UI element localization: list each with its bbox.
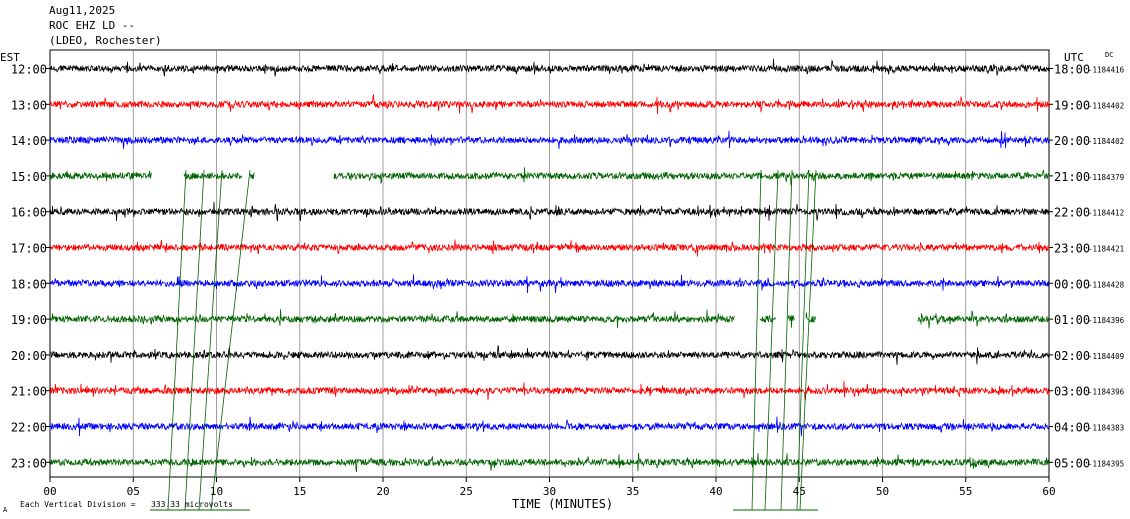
est-label: EST (0, 51, 20, 64)
utc-hour-label: 23:00 (1054, 242, 1090, 256)
est-hour-label: 16:00 (11, 206, 47, 220)
utc-hour-label: 18:00 (1054, 63, 1090, 77)
trace-1300 (49, 94, 1050, 115)
dc-offset-label: -1184428 (1088, 280, 1125, 289)
x-tick-label: 05 (127, 485, 140, 498)
x-tick-label: 50 (876, 485, 889, 498)
dc-offset-label: -1184416 (1088, 66, 1125, 75)
pen-track-line (780, 169, 793, 511)
est-hour-label: 19:00 (11, 313, 47, 327)
utc-hour-label: 22:00 (1054, 206, 1090, 220)
est-hour-label: 22:00 (11, 421, 47, 435)
pen-track-line (751, 169, 762, 511)
x-tick-label: 25 (460, 485, 473, 498)
x-tick-label: 45 (793, 485, 806, 498)
est-hour-label: 17:00 (11, 242, 47, 256)
x-tick-label: 20 (376, 485, 389, 498)
utc-hour-label: 21:00 (1054, 170, 1090, 184)
pen-track-line (764, 169, 779, 511)
trace-1500 (49, 167, 1050, 186)
x-tick-label: 00 (43, 485, 56, 498)
station-code: ROC EHZ LD -- (49, 19, 136, 32)
est-hour-label: 21:00 (11, 385, 47, 399)
plot-date: Aug11,2025 (49, 4, 116, 17)
trace-1800 (49, 274, 1050, 294)
footer-mark: A (3, 506, 8, 514)
dc-offset-label: -1184409 (1088, 352, 1124, 361)
footer-scale-label: Each Vertical Division = (20, 500, 136, 509)
dc-offset-label: -1184395 (1088, 459, 1124, 468)
pen-tracks (167, 169, 817, 511)
utc-label: UTC (1064, 51, 1084, 64)
pen-track-line (796, 169, 810, 511)
dc-offset-label: -1184379 (1088, 173, 1124, 182)
est-hour-label: 12:00 (11, 63, 47, 77)
dc-offset-label: -1184396 (1088, 388, 1125, 397)
pen-track-line (210, 169, 251, 511)
dc-offset-label: -1184383 (1088, 424, 1124, 433)
utc-hour-label: 01:00 (1054, 313, 1090, 327)
utc-hour-label: 02:00 (1054, 349, 1090, 363)
est-hour-label: 15:00 (11, 170, 47, 184)
dc-offset-label: -1184421 (1088, 245, 1124, 254)
dc-offset-label: -1184396 (1088, 316, 1125, 325)
trace-1900 (49, 309, 1050, 329)
trace-1400 (49, 130, 1050, 149)
utc-hour-label: 20:00 (1054, 134, 1090, 148)
x-tick-labels: 00 05 10 15 20 25 30 35 40 45 50 55 60 (43, 485, 1055, 498)
trace-1600 (49, 201, 1050, 222)
est-hour-label: 14:00 (11, 134, 47, 148)
est-hour-label: 18:00 (11, 277, 47, 291)
x-tick-label: 10 (210, 485, 223, 498)
dc-offset-label: -1184412 (1088, 209, 1124, 218)
trace-2000 (49, 345, 1050, 365)
utc-hour-label: 05:00 (1054, 456, 1090, 470)
x-tick-label: 30 (543, 485, 556, 498)
x-tick-label: 35 (626, 485, 639, 498)
utc-hour-label: 04:00 (1054, 421, 1090, 435)
dc-offset-label: -1184402 (1088, 101, 1124, 110)
pen-track-line (184, 169, 205, 511)
seismic-traces (49, 58, 1050, 473)
x-tick-label: 60 (1042, 485, 1055, 498)
footer-scale-value: 333.33 microvolts (151, 500, 233, 509)
utc-hour-label: 19:00 (1054, 98, 1090, 112)
vertical-gridlines (49, 50, 1050, 482)
utc-hour-label: 00:00 (1054, 277, 1090, 291)
utc-hour-label: 03:00 (1054, 385, 1090, 399)
dc-label: DC (1105, 51, 1113, 59)
x-tick-label: 40 (709, 485, 722, 498)
x-tick-label: 55 (959, 485, 972, 498)
est-hour-label: 20:00 (11, 349, 47, 363)
x-axis-label: TIME (MINUTES) (512, 497, 613, 511)
est-hour-label: 23:00 (11, 456, 47, 470)
pen-track-line (167, 169, 187, 511)
pen-track-line (799, 169, 817, 511)
network-name: (LDEO, Rochester) (49, 34, 162, 47)
utc-hour-labels: 18:00-118441619:00-118440220:00-11844022… (1049, 63, 1125, 470)
trace-2200 (49, 416, 1050, 437)
pen-track-line (198, 169, 223, 511)
est-hour-label: 13:00 (11, 98, 47, 112)
est-hour-labels: 12:00 13:00 14:00 15:00 16:00 17:00 18:00 19:00… (11, 63, 50, 470)
dc-offset-label: -1184402 (1088, 137, 1124, 146)
trace-2100 (49, 380, 1050, 402)
x-tick-label: 15 (293, 485, 306, 498)
trace-1200 (49, 58, 1050, 77)
